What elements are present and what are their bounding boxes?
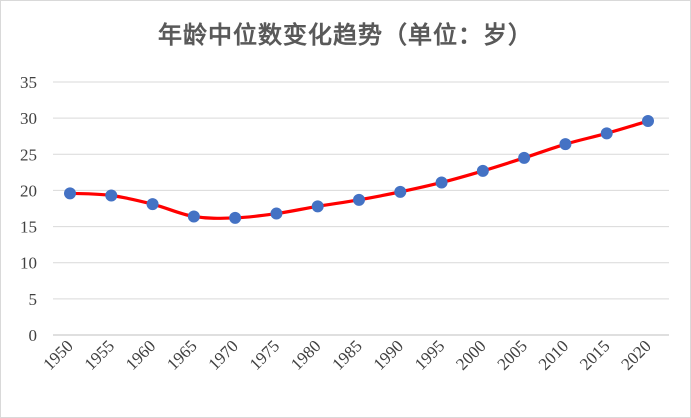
y-tick-label: 5 — [29, 290, 38, 309]
data-point — [600, 127, 613, 140]
y-tick-label: 20 — [20, 181, 37, 200]
data-point — [311, 200, 324, 213]
data-point — [270, 207, 283, 220]
x-tick-label: 1965 — [163, 336, 200, 373]
x-tick-label: 1950 — [39, 336, 76, 373]
data-point — [394, 185, 407, 198]
y-tick-label: 15 — [20, 218, 37, 237]
y-tick-label: 0 — [29, 326, 38, 345]
x-tick-label: 2015 — [576, 336, 613, 373]
data-point — [105, 189, 118, 202]
x-tick-label: 1970 — [204, 336, 241, 373]
y-tick-label: 35 — [20, 73, 37, 92]
x-tick-label: 1955 — [81, 336, 118, 373]
x-tick-label: 1990 — [370, 336, 407, 373]
x-tick-label: 1960 — [122, 336, 159, 373]
data-point — [187, 210, 200, 223]
x-tick-label: 1975 — [246, 336, 283, 373]
data-point — [559, 138, 572, 151]
x-tick-label: 2020 — [617, 336, 654, 373]
chart-title: 年龄中位数变化趋势（单位：岁） — [158, 21, 533, 49]
data-point — [435, 176, 448, 189]
data-point — [518, 151, 531, 164]
x-tick-label: 2005 — [493, 336, 530, 373]
data-point — [64, 187, 76, 200]
x-tick-label: 2000 — [452, 336, 489, 373]
data-point — [642, 115, 654, 128]
data-point — [476, 164, 489, 177]
y-tick-label: 30 — [20, 109, 37, 128]
data-point — [146, 198, 159, 211]
data-point — [353, 193, 365, 206]
y-tick-label: 10 — [20, 254, 37, 273]
x-tick-label: 1995 — [411, 336, 448, 373]
y-tick-label: 25 — [20, 145, 37, 164]
x-tick-label: 1985 — [328, 336, 365, 373]
x-tick-label: 2010 — [535, 336, 572, 373]
x-tick-label: 1980 — [287, 336, 324, 373]
data-point — [229, 211, 242, 224]
